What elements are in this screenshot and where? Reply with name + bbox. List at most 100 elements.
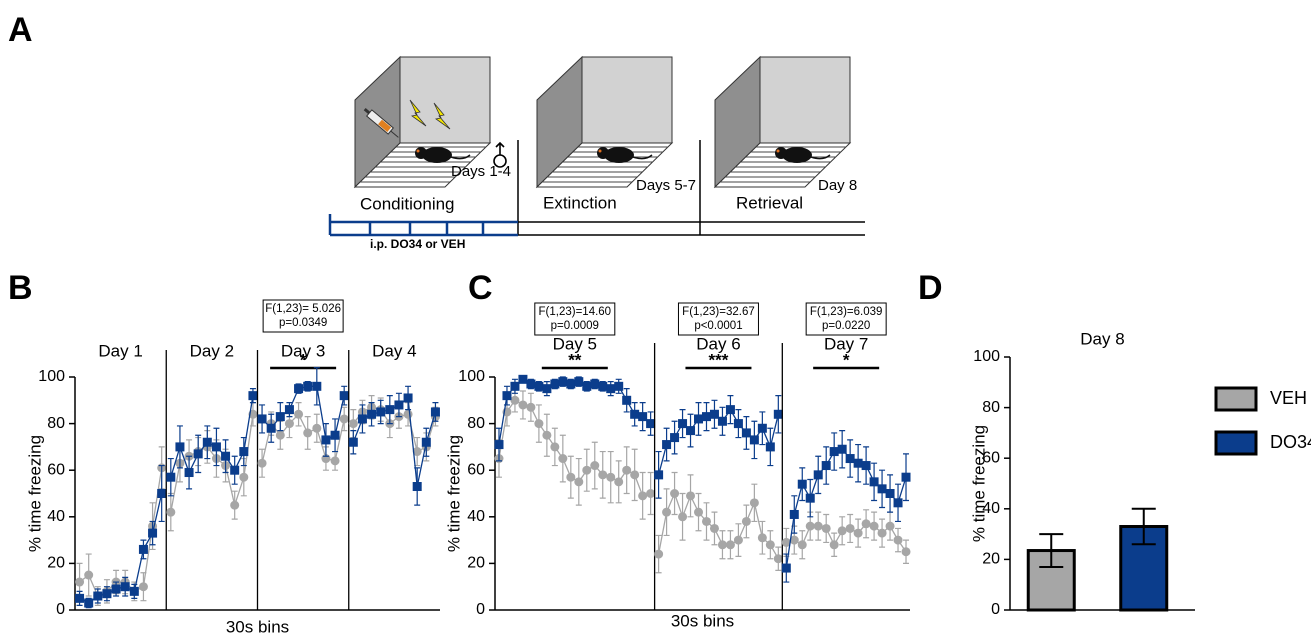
point bbox=[258, 414, 267, 423]
point bbox=[84, 571, 93, 580]
chamber bbox=[537, 57, 672, 187]
point bbox=[766, 540, 775, 549]
point bbox=[367, 410, 376, 419]
point bbox=[510, 396, 519, 405]
point bbox=[806, 522, 815, 531]
point bbox=[790, 510, 799, 519]
y-tick-label: 0 bbox=[56, 601, 65, 618]
sig-stars: *** bbox=[709, 350, 729, 369]
point bbox=[742, 428, 751, 437]
y-tick-label: 100 bbox=[38, 368, 65, 385]
point bbox=[894, 498, 903, 507]
day-label: Day 1 bbox=[98, 341, 142, 360]
point bbox=[303, 428, 312, 437]
point bbox=[558, 377, 567, 386]
y-tick-label: 0 bbox=[991, 601, 1000, 618]
stage-name: Retrieval bbox=[736, 193, 803, 212]
point bbox=[862, 519, 871, 528]
point bbox=[774, 410, 783, 419]
point bbox=[239, 447, 248, 456]
point bbox=[638, 491, 647, 500]
stat-text: F(1,23)=14.60 bbox=[539, 306, 612, 318]
legend-swatch bbox=[1216, 388, 1256, 410]
point bbox=[646, 489, 655, 498]
point bbox=[798, 480, 807, 489]
point bbox=[112, 585, 121, 594]
point bbox=[194, 449, 203, 458]
y-axis-label: % time freezing bbox=[969, 425, 988, 542]
point bbox=[385, 405, 394, 414]
point bbox=[221, 452, 230, 461]
point bbox=[750, 498, 759, 507]
point bbox=[550, 379, 559, 388]
point bbox=[622, 396, 631, 405]
day-label: Day 2 bbox=[190, 341, 234, 360]
chamber bbox=[715, 57, 850, 187]
point bbox=[331, 456, 340, 465]
series-line bbox=[659, 494, 779, 559]
point bbox=[534, 382, 543, 391]
point bbox=[678, 512, 687, 521]
point bbox=[742, 517, 751, 526]
point bbox=[814, 522, 823, 531]
point bbox=[574, 377, 583, 386]
point bbox=[606, 384, 615, 393]
panel-letter: D bbox=[918, 269, 943, 307]
point bbox=[590, 379, 599, 388]
point bbox=[139, 545, 148, 554]
point bbox=[758, 533, 767, 542]
point bbox=[830, 540, 839, 549]
point bbox=[148, 529, 157, 538]
point bbox=[331, 431, 340, 440]
point bbox=[678, 419, 687, 428]
chart-title: Day 8 bbox=[1080, 329, 1124, 348]
point bbox=[870, 522, 879, 531]
point bbox=[431, 407, 440, 416]
point bbox=[782, 564, 791, 573]
legend-label: VEH bbox=[1270, 388, 1307, 408]
point bbox=[854, 459, 863, 468]
point bbox=[774, 554, 783, 563]
point bbox=[902, 547, 911, 556]
point bbox=[710, 410, 719, 419]
point bbox=[285, 405, 294, 414]
sig-stars: * bbox=[843, 350, 850, 369]
panel-letter: B bbox=[8, 269, 33, 307]
stat-text: F(1,23)=32.67 bbox=[682, 306, 755, 318]
panel-letter: A bbox=[8, 11, 33, 49]
point bbox=[694, 508, 703, 517]
point bbox=[404, 393, 413, 402]
point bbox=[662, 508, 671, 517]
series-line bbox=[786, 449, 906, 568]
panel-letter: C bbox=[468, 269, 493, 307]
day-label: Day 4 bbox=[372, 341, 416, 360]
stat-text: p=0.0220 bbox=[822, 320, 870, 332]
point bbox=[870, 477, 879, 486]
point bbox=[886, 489, 895, 498]
point bbox=[886, 522, 895, 531]
y-axis-label: % time freezing bbox=[25, 435, 44, 552]
y-tick-label: 60 bbox=[47, 461, 65, 478]
point bbox=[590, 461, 599, 470]
point bbox=[394, 400, 403, 409]
point bbox=[878, 529, 887, 538]
point bbox=[830, 447, 839, 456]
stat-text: F(1,23)= 5.026 bbox=[265, 303, 341, 315]
figure: A Days 1-4 Days 5-7 Day 8 Conditioning E… bbox=[0, 0, 1311, 636]
treatment-label: i.p. DO34 or VEH bbox=[370, 237, 465, 251]
sig-stars: * bbox=[300, 350, 307, 369]
stat-text: p=0.0349 bbox=[279, 317, 327, 329]
point bbox=[558, 454, 567, 463]
y-tick-label: 100 bbox=[973, 348, 1000, 365]
point bbox=[510, 382, 519, 391]
point bbox=[526, 403, 535, 412]
point bbox=[598, 470, 607, 479]
point bbox=[862, 461, 871, 470]
point bbox=[494, 440, 503, 449]
point bbox=[814, 470, 823, 479]
y-tick-label: 40 bbox=[467, 508, 485, 525]
y-tick-label: 0 bbox=[476, 601, 485, 618]
legend-swatch bbox=[1216, 432, 1256, 454]
y-tick-label: 40 bbox=[47, 508, 65, 525]
point bbox=[670, 489, 679, 498]
